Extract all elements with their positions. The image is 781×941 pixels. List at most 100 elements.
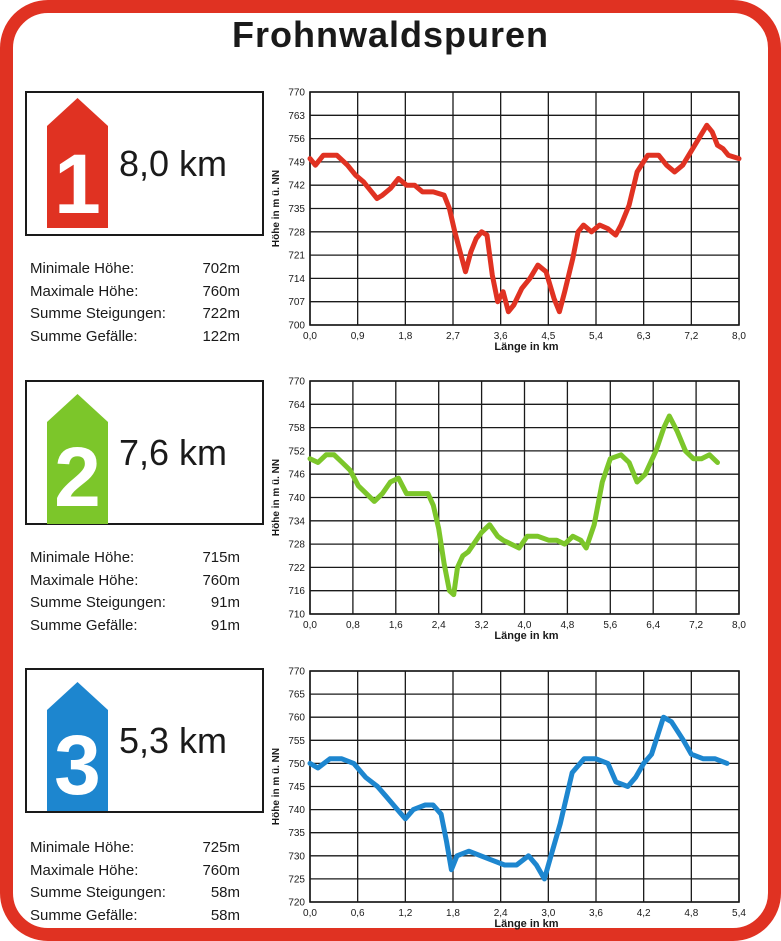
stat-label: Minimale Höhe: (30, 839, 135, 856)
stat-label: Summe Steigungen: (30, 594, 166, 611)
x-axis-label: Länge in km (494, 918, 558, 930)
x-tick-label: 0,8 (346, 620, 360, 631)
y-tick-label: 742 (288, 181, 305, 192)
route-distance-2: 7,6 km (119, 432, 228, 473)
y-tick-label: 755 (288, 736, 305, 747)
stat-value: 58m (210, 884, 240, 901)
stat-row-total-ascent: Summe Steigungen: 91m (30, 592, 240, 615)
y-tick-label: 735 (288, 204, 305, 215)
y-tick-label: 740 (288, 805, 305, 816)
plot-frame (309, 380, 740, 615)
stat-row-total-descent: Summe Gefälle: 58m (30, 905, 240, 928)
route-stats-3: Minimale Höhe: 725m Maximale Höhe: 760m Su… (30, 837, 240, 927)
stat-label: Summe Gefälle: (30, 906, 138, 924)
y-tick-label: 750 (288, 759, 305, 770)
stat-row-total-ascent: Summe Steigungen: 58m (30, 882, 240, 905)
route-number-1: 1 (54, 137, 101, 231)
y-tick-label: 740 (288, 493, 305, 504)
y-tick-label: 720 (288, 898, 305, 909)
stat-value: 760m (202, 571, 240, 589)
stat-value: 91m (210, 616, 240, 634)
stat-value: 722m (202, 305, 240, 322)
route-distance-3: 5,3 km (119, 720, 228, 761)
stat-row-total-ascent: Summe Steigungen: 722m (30, 303, 240, 326)
x-tick-label: 8,0 (732, 331, 746, 342)
stat-label: Summe Steigungen: (30, 884, 166, 901)
y-tick-label: 765 (288, 690, 305, 701)
y-tick-label: 728 (288, 540, 305, 551)
y-tick-label: 763 (288, 111, 305, 122)
stat-row-max-height: Maximale Höhe: 760m (30, 570, 240, 593)
page-title: Frohnwaldspuren (231, 14, 549, 55)
route-marker-shape-1 (47, 98, 108, 228)
x-tick-label: 4,5 (541, 331, 555, 342)
route-marker-shape-2 (47, 394, 108, 524)
x-axis-label: Länge in km (494, 341, 558, 353)
x-tick-label: 3,6 (494, 331, 508, 342)
x-tick-label: 1,8 (446, 908, 460, 919)
route-marker-arrow-icon: 1 (47, 98, 108, 231)
x-axis-label: Länge in km (494, 630, 558, 642)
stat-value: 725m (202, 839, 240, 856)
y-tick-label: 716 (288, 586, 305, 597)
y-axis-label: Höhe in m ü. NN (271, 170, 282, 247)
stat-value: 122m (202, 327, 240, 345)
x-tick-label: 6,4 (646, 620, 660, 631)
x-tick-label: 5,4 (732, 908, 746, 919)
y-tick-label: 770 (288, 88, 305, 99)
x-tick-label: 6,3 (637, 331, 651, 342)
x-tick-label: 1,8 (398, 331, 412, 342)
x-tick-label: 3,0 (541, 908, 555, 919)
stat-label: Minimale Höhe: (30, 549, 135, 566)
route-marker-shape-3 (47, 682, 108, 811)
stat-label: Minimale Höhe: (30, 260, 135, 277)
route-stats-2: Minimale Höhe: 715m Maximale Höhe: 760m Su… (30, 547, 240, 637)
stat-row-min-height: Minimale Höhe: 715m (30, 547, 240, 570)
stat-value: 715m (202, 549, 240, 566)
y-tick-label: 746 (288, 470, 305, 481)
y-tick-label: 734 (288, 516, 305, 527)
y-tick-label: 714 (288, 274, 305, 285)
elevation-chart-1: 0,0 0,9 1,8 2,7 3,6 4,5 5,4 6,3 7,2 8,0 700 707 714 7… (271, 88, 746, 354)
y-tick-label: 707 (288, 297, 305, 308)
y-tick-label: 710 (288, 610, 305, 621)
elevation-profile-line (307, 714, 730, 882)
y-tick-label: 764 (288, 400, 305, 411)
x-tick-label: 4,2 (637, 908, 651, 919)
x-tick-label: 5,6 (603, 620, 617, 631)
route-card-2: 2 7,6 km (25, 380, 264, 525)
y-tick-label: 721 (288, 251, 305, 262)
y-tick-label: 770 (288, 667, 305, 678)
y-tick-label: 770 (288, 377, 305, 388)
y-tick-label: 735 (288, 828, 305, 839)
x-tick-label: 2,7 (446, 331, 460, 342)
x-tick-label: 7,2 (689, 620, 703, 631)
stat-row-max-height: Maximale Höhe: 760m (30, 281, 240, 304)
stat-label: Maximale Höhe: (30, 282, 139, 300)
elevation-profile-line (307, 122, 742, 315)
x-tick-label: 5,4 (589, 331, 603, 342)
stat-value: 58m (210, 906, 240, 924)
x-tick-label: 4,8 (560, 620, 574, 631)
stat-value: 760m (202, 282, 240, 300)
x-tick-label: 4,8 (684, 908, 698, 919)
x-tick-label: 4,0 (518, 620, 532, 631)
x-tick-label: 7,2 (684, 331, 698, 342)
y-tick-label: 722 (288, 563, 305, 574)
elevation-chart-3: 0,0 0,6 1,2 1,8 2,4 3,0 3,6 4,2 4,8 5,4 720 725 730 7… (271, 667, 746, 931)
route-stats-1: Minimale Höhe: 702m Maximale Höhe: 760m Su… (30, 258, 240, 348)
stat-label: Maximale Höhe: (30, 861, 139, 879)
y-tick-label: 728 (288, 227, 305, 238)
stat-row-min-height: Minimale Höhe: 702m (30, 258, 240, 281)
stat-row-min-height: Minimale Höhe: 725m (30, 837, 240, 860)
y-tick-label: 760 (288, 713, 305, 724)
x-tick-label: 1,2 (398, 908, 412, 919)
stat-row-max-height: Maximale Höhe: 760m (30, 860, 240, 883)
route-card-1: 1 8,0 km (25, 91, 264, 236)
stat-label: Maximale Höhe: (30, 571, 139, 589)
y-axis-label: Höhe in m ü. NN (271, 459, 282, 536)
x-tick-label: 0,9 (351, 331, 365, 342)
x-tick-label: 2,4 (494, 908, 508, 919)
plot-frame (309, 91, 740, 326)
stat-label: Summe Gefälle: (30, 327, 138, 345)
